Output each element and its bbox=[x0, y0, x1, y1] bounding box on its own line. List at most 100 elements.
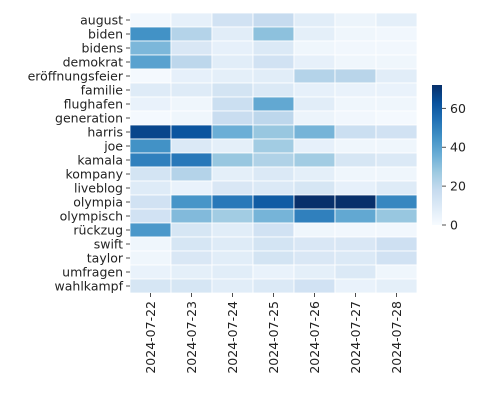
heatmap-cell bbox=[129, 180, 172, 196]
x-tick-label: 2024-07-24 bbox=[225, 301, 240, 374]
heatmap-cell bbox=[211, 250, 254, 266]
heatmap-cell bbox=[211, 152, 254, 168]
x-tick-label: 2024-07-23 bbox=[184, 301, 199, 374]
x-tick-label: 2024-07-26 bbox=[307, 301, 322, 374]
heatmap-cell bbox=[170, 96, 213, 112]
heatmap-cell bbox=[375, 236, 418, 252]
heatmap-cell bbox=[375, 222, 418, 238]
heatmap-cell bbox=[211, 236, 254, 252]
heatmap-cell bbox=[211, 180, 254, 196]
heatmap-cell bbox=[334, 236, 377, 252]
heatmap-cell bbox=[170, 124, 213, 140]
heatmap-cell bbox=[211, 82, 254, 98]
heatmap-cell bbox=[375, 12, 418, 28]
y-tick-label: bidens bbox=[82, 41, 123, 56]
heatmap-cell bbox=[129, 222, 172, 238]
heatmap-cell bbox=[334, 138, 377, 154]
heatmap-cell bbox=[170, 26, 213, 42]
heatmap-cell bbox=[375, 180, 418, 196]
heatmap-cell bbox=[252, 264, 295, 280]
heatmap-cell bbox=[375, 278, 418, 294]
heatmap-cell bbox=[211, 12, 254, 28]
y-tick-label: generation bbox=[55, 111, 123, 126]
heatmap-cell bbox=[293, 236, 336, 252]
heatmap-cell bbox=[252, 26, 295, 42]
heatmap-cell bbox=[129, 208, 172, 224]
heatmap-cell bbox=[375, 96, 418, 112]
colorbar-tick-label: 0 bbox=[450, 218, 458, 233]
y-tick-label: familie bbox=[81, 83, 124, 98]
heatmap-cell bbox=[129, 278, 172, 294]
heatmap-cell bbox=[375, 166, 418, 182]
heatmap-cell bbox=[293, 138, 336, 154]
heatmap-cell bbox=[252, 12, 295, 28]
heatmap-cell bbox=[293, 194, 336, 210]
heatmap-cell bbox=[293, 54, 336, 70]
heatmap-cell bbox=[252, 250, 295, 266]
heatmap-cell bbox=[170, 222, 213, 238]
y-tick-label: biden bbox=[88, 27, 123, 42]
y-tick-label: august bbox=[80, 13, 123, 28]
heatmap-cell bbox=[252, 278, 295, 294]
y-tick-label: kamala bbox=[77, 153, 123, 168]
heatmap-cell bbox=[129, 68, 172, 84]
heatmap-cell bbox=[334, 68, 377, 84]
heatmap-cell bbox=[375, 124, 418, 140]
colorbar-tick-label: 60 bbox=[450, 101, 466, 116]
heatmap-cell bbox=[375, 82, 418, 98]
heatmap-cell bbox=[129, 96, 172, 112]
heatmap-cell bbox=[170, 138, 213, 154]
heatmap-cell bbox=[170, 54, 213, 70]
heatmap-cell bbox=[252, 82, 295, 98]
heatmap-cell bbox=[334, 278, 377, 294]
colorbar-tick-label: 40 bbox=[450, 140, 466, 155]
y-tick-label: olympisch bbox=[60, 209, 123, 224]
heatmap-cell bbox=[293, 124, 336, 140]
heatmap-cell bbox=[334, 194, 377, 210]
heatmap-cell bbox=[293, 96, 336, 112]
heatmap-cell bbox=[129, 110, 172, 126]
heatmap-cell bbox=[252, 180, 295, 196]
heatmap-cell bbox=[334, 54, 377, 70]
heatmap-cell bbox=[129, 82, 172, 98]
heatmap-cell bbox=[211, 138, 254, 154]
heatmap-cell bbox=[334, 264, 377, 280]
heatmap-cell bbox=[129, 12, 172, 28]
heatmap-cell bbox=[334, 180, 377, 196]
heatmap-cell bbox=[211, 278, 254, 294]
y-tick-label: joe bbox=[103, 139, 123, 154]
heatmap-cell bbox=[293, 40, 336, 56]
heatmap-cell bbox=[334, 222, 377, 238]
heatmap-cell bbox=[170, 110, 213, 126]
heatmap-cell bbox=[293, 222, 336, 238]
heatmap-cell bbox=[293, 264, 336, 280]
colorbar-tick-label: 20 bbox=[450, 179, 466, 194]
heatmap-cell bbox=[170, 194, 213, 210]
heatmap-cell bbox=[293, 180, 336, 196]
heatmap-cell bbox=[252, 236, 295, 252]
heatmap-cell bbox=[170, 40, 213, 56]
heatmap-cell bbox=[252, 194, 295, 210]
heatmap-cell bbox=[375, 40, 418, 56]
heatmap-cell bbox=[375, 152, 418, 168]
heatmap-cell bbox=[334, 152, 377, 168]
y-tick-label: harris bbox=[87, 125, 123, 140]
heatmap-cell bbox=[375, 208, 418, 224]
heatmap-cell bbox=[211, 54, 254, 70]
colorbar bbox=[432, 85, 442, 225]
heatmap-cell bbox=[211, 166, 254, 182]
heatmap-cell bbox=[334, 82, 377, 98]
heatmap-cell bbox=[170, 264, 213, 280]
heatmap-cell bbox=[375, 54, 418, 70]
heatmap-cell bbox=[129, 124, 172, 140]
y-tick-label: eröffnungsfeier bbox=[28, 69, 124, 84]
y-tick-label: swift bbox=[94, 237, 123, 252]
y-tick-label: taylor bbox=[87, 251, 124, 266]
heatmap-cell bbox=[252, 208, 295, 224]
heatmap-cell bbox=[252, 152, 295, 168]
heatmap-cell bbox=[375, 250, 418, 266]
heatmap-cell bbox=[170, 12, 213, 28]
heatmap-cell bbox=[211, 96, 254, 112]
heatmap-cell bbox=[293, 208, 336, 224]
